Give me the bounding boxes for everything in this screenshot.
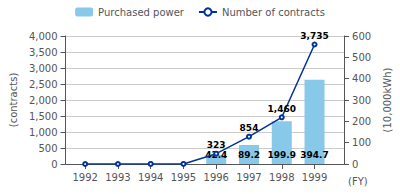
svg-text:3,735: 3,735 — [300, 31, 328, 41]
svg-text:600: 600 — [352, 31, 371, 42]
svg-text:854: 854 — [240, 123, 259, 133]
svg-text:199.9: 199.9 — [268, 150, 296, 160]
svg-text:1998: 1998 — [269, 172, 294, 183]
svg-text:42.4: 42.4 — [205, 150, 227, 160]
svg-text:394.7: 394.7 — [300, 150, 328, 160]
svg-text:(10,000kWh): (10,000kWh) — [382, 67, 393, 132]
svg-text:500: 500 — [352, 52, 371, 63]
svg-text:Number of contracts: Number of contracts — [222, 7, 325, 18]
svg-text:2,500: 2,500 — [29, 79, 58, 90]
svg-text:500: 500 — [38, 143, 57, 154]
svg-text:89.2: 89.2 — [238, 150, 260, 160]
svg-text:4,000: 4,000 — [29, 31, 58, 42]
svg-text:1997: 1997 — [236, 172, 261, 183]
svg-text:1995: 1995 — [171, 172, 196, 183]
svg-text:3,500: 3,500 — [29, 47, 58, 58]
svg-text:1992: 1992 — [72, 172, 97, 183]
svg-text:1994: 1994 — [138, 172, 163, 183]
svg-text:0: 0 — [51, 159, 57, 170]
svg-text:(contracts): (contracts) — [8, 73, 19, 128]
svg-text:400: 400 — [352, 73, 371, 84]
svg-text:Purchased power: Purchased power — [98, 7, 185, 18]
svg-text:(FY): (FY) — [348, 176, 368, 187]
svg-text:1,500: 1,500 — [29, 111, 58, 122]
svg-text:100: 100 — [352, 137, 371, 148]
svg-text:1,000: 1,000 — [29, 127, 58, 138]
svg-text:2,000: 2,000 — [29, 95, 58, 106]
svg-text:0: 0 — [352, 159, 358, 170]
svg-text:323: 323 — [207, 140, 226, 150]
svg-text:1993: 1993 — [105, 172, 130, 183]
svg-text:3,000: 3,000 — [29, 63, 58, 74]
svg-text:300: 300 — [352, 95, 371, 106]
svg-text:1999: 1999 — [302, 172, 327, 183]
svg-text:1996: 1996 — [204, 172, 229, 183]
svg-text:200: 200 — [352, 116, 371, 127]
svg-text:1,460: 1,460 — [268, 104, 296, 114]
